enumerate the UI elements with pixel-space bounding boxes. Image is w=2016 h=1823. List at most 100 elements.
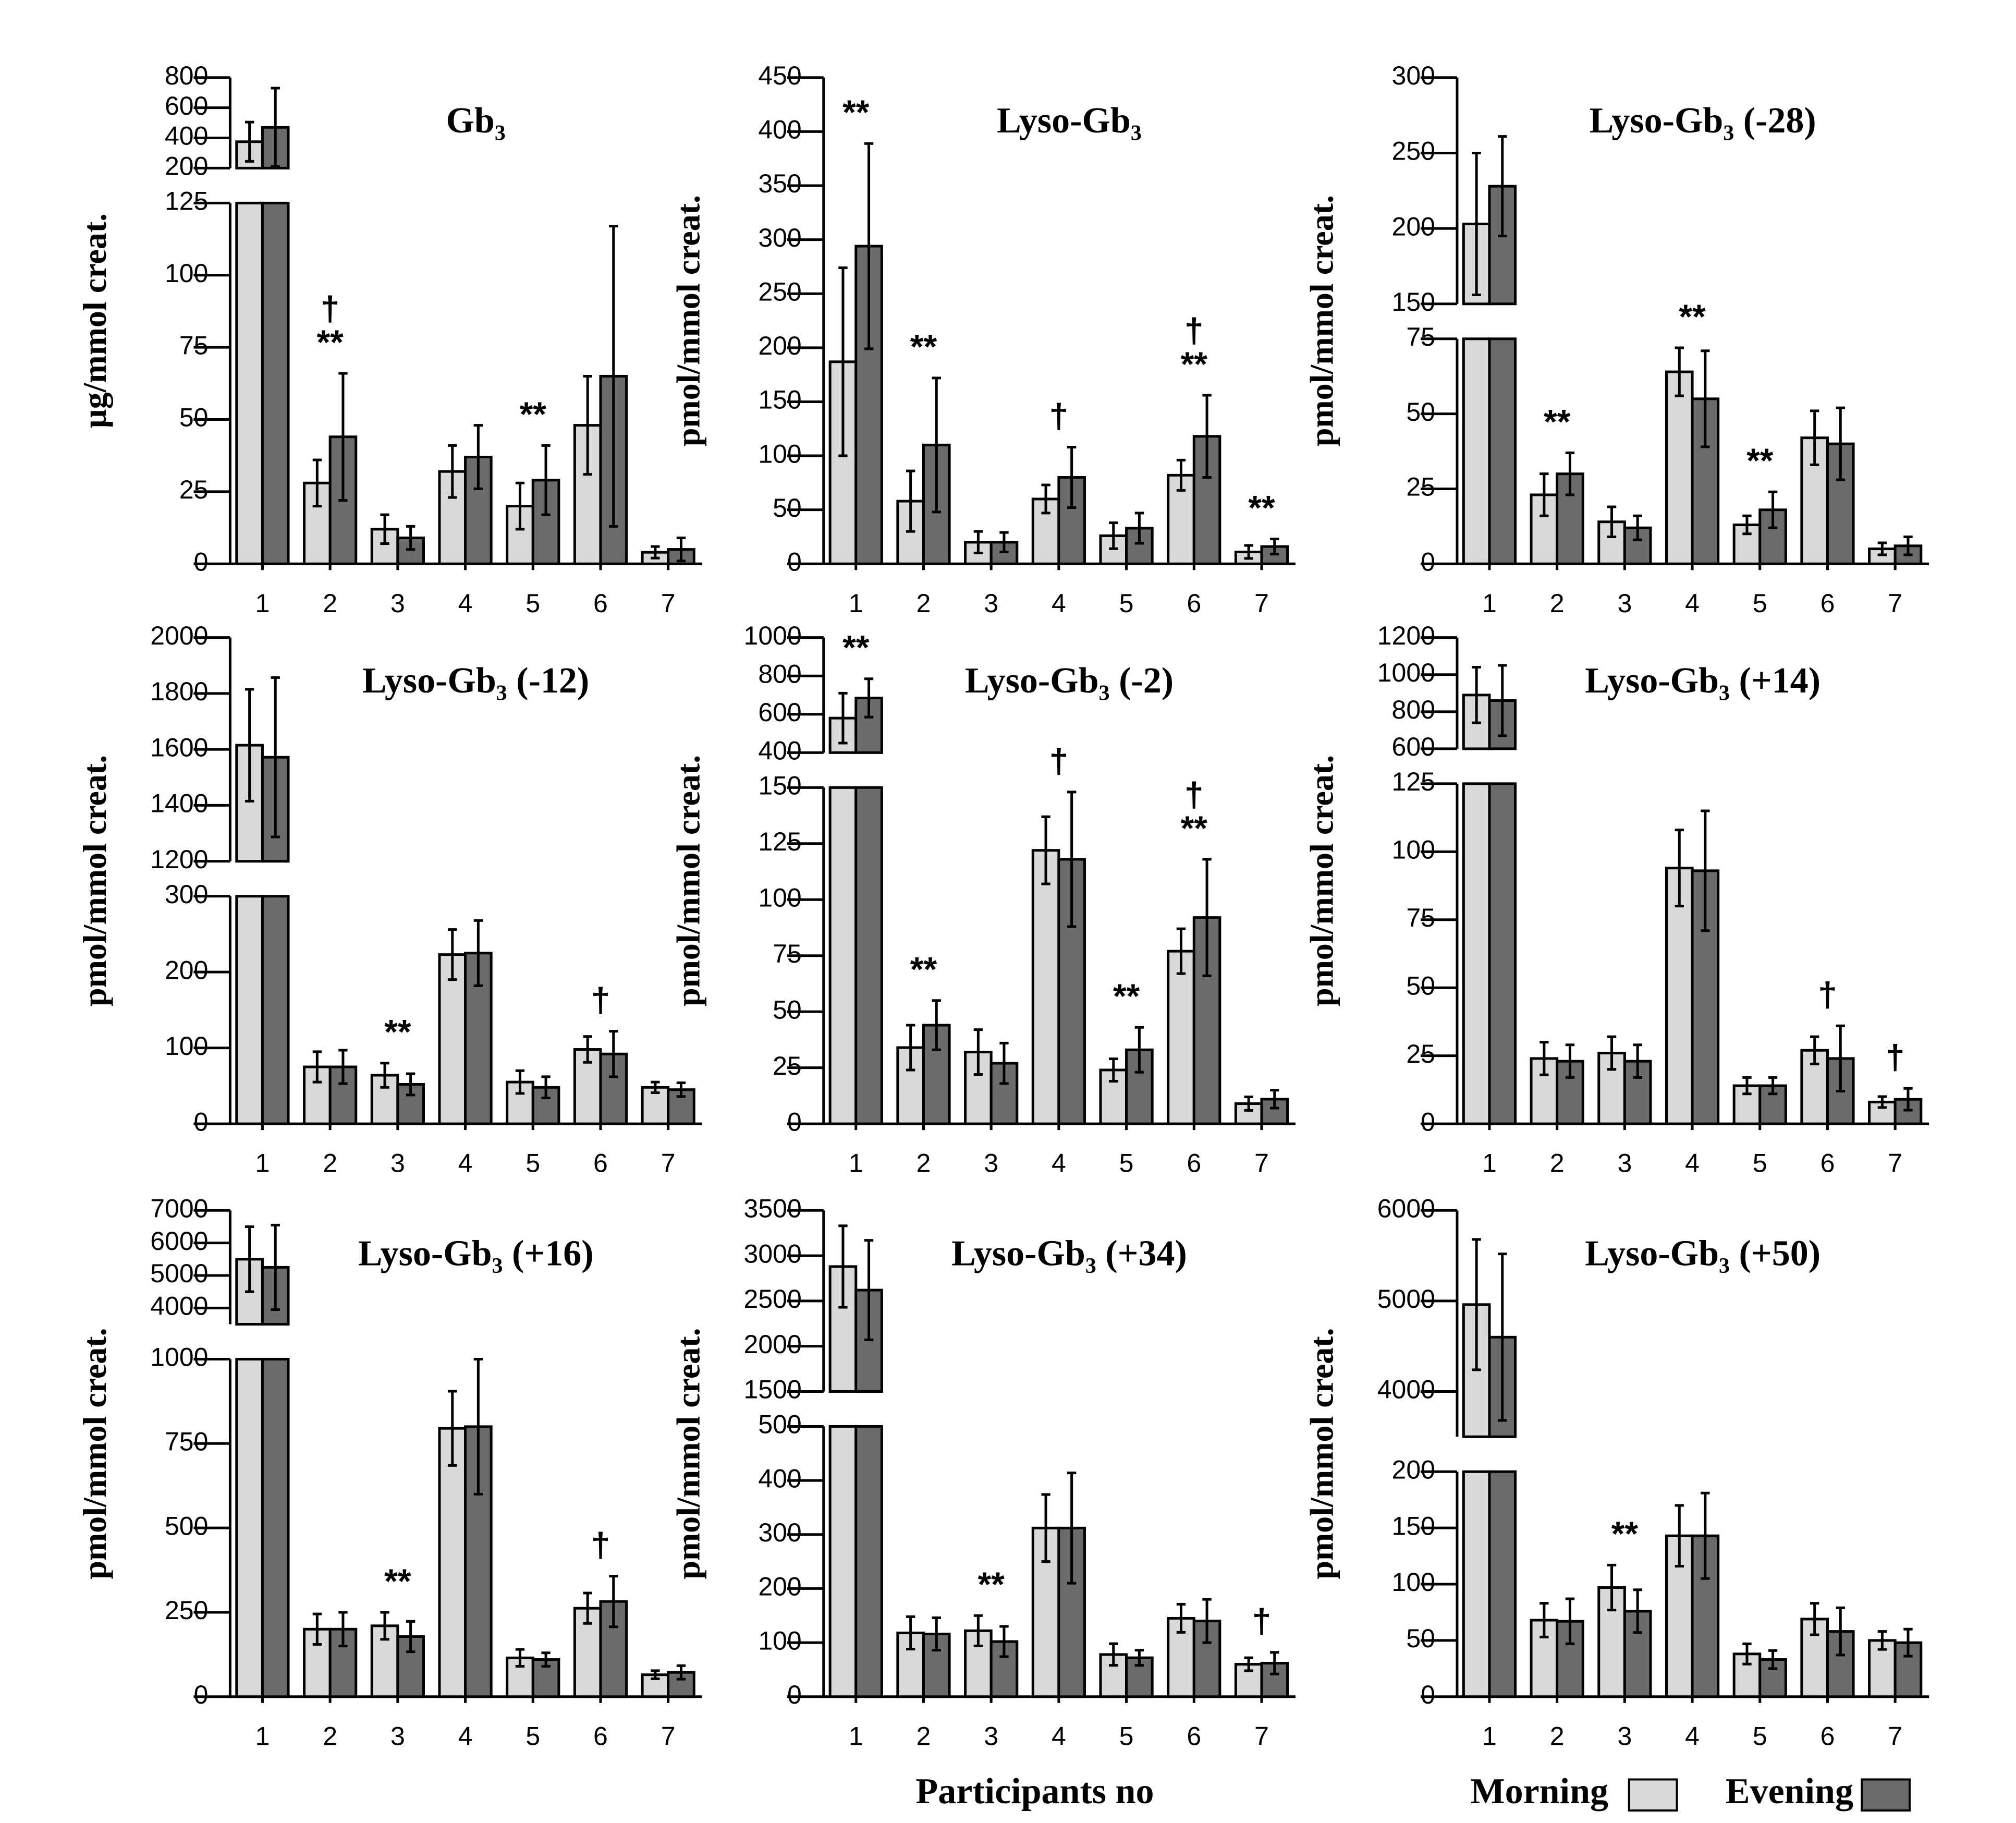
bar	[1665, 370, 1694, 565]
y-tick-label: 6000	[150, 1226, 208, 1256]
error-bar	[1472, 1238, 1481, 1371]
x-tick-label: 4	[458, 1149, 473, 1178]
x-tick-label: 6	[1820, 589, 1835, 618]
bar	[261, 201, 290, 565]
annotation: †	[1886, 1038, 1905, 1076]
error-bar	[541, 444, 551, 516]
annotation: **	[910, 950, 937, 989]
error-bar	[1810, 1602, 1819, 1636]
error-bar	[906, 1615, 915, 1651]
annotation: †	[1818, 975, 1837, 1014]
y-tick-label: 0	[787, 547, 802, 576]
x-tick-label: 2	[323, 1149, 337, 1178]
error-bar	[973, 530, 983, 555]
x-tick-label: 4	[1685, 589, 1700, 618]
y-tick-label: 400	[758, 1464, 801, 1493]
error-bar	[1701, 349, 1710, 448]
bar	[1031, 849, 1060, 1125]
error-bar	[473, 1357, 483, 1496]
bar	[854, 245, 883, 565]
error-bar	[864, 142, 874, 350]
bar	[1800, 436, 1829, 565]
error-bar	[1134, 1026, 1144, 1074]
x-tick-label: 4	[1685, 1721, 1700, 1751]
chart-title: Lyso-Gb₃	[997, 101, 1142, 141]
error-bar	[312, 1050, 322, 1084]
x-tick-label: 6	[593, 589, 608, 618]
x-tick-label: 2	[1550, 1149, 1565, 1178]
error-bar	[1176, 927, 1186, 975]
error-bar	[1903, 536, 1913, 556]
x-tick-label: 1	[849, 1721, 863, 1751]
y-tick-label: 0	[194, 1107, 209, 1136]
error-bar	[932, 999, 941, 1051]
annotation: **	[1248, 488, 1275, 527]
y-tick-label: 100	[758, 439, 801, 468]
y-tick-label: 400	[758, 115, 801, 144]
error-bar	[1270, 538, 1279, 556]
x-tick-label: 3	[1617, 1721, 1632, 1751]
y-tick-label: 5000	[1377, 1284, 1435, 1314]
x-tick-label: 2	[323, 1721, 337, 1751]
error-bar	[999, 531, 1009, 553]
y-tick-label: 200	[165, 152, 208, 181]
bar	[828, 786, 858, 1125]
annotation: **	[1181, 345, 1208, 383]
y-tick-label: 1000	[150, 1343, 208, 1372]
x-tick-label: 3	[984, 1149, 998, 1178]
bar	[854, 786, 883, 1125]
error-bar	[271, 676, 280, 838]
error-bar	[1498, 1253, 1507, 1422]
error-bar	[1742, 1642, 1752, 1666]
annotation: **	[1544, 402, 1571, 441]
error-bar	[1768, 1649, 1778, 1670]
x-tick-label: 6	[1820, 1721, 1835, 1751]
error-bar	[838, 691, 848, 745]
chart-title: Gb₃	[446, 101, 505, 141]
y-tick-label: 600	[758, 698, 801, 727]
error-bar	[448, 1390, 457, 1467]
error-bar	[1701, 809, 1710, 932]
y-tick-label: 750	[165, 1427, 208, 1456]
bar	[1462, 782, 1491, 1125]
error-bar	[1109, 1057, 1118, 1083]
y-tick-label: 50	[773, 995, 802, 1024]
annotation: **	[384, 1013, 411, 1051]
error-bar	[1768, 490, 1778, 529]
y-tick-label: 1500	[744, 1375, 802, 1404]
x-tick-label: 5	[526, 1149, 540, 1178]
y-tick-label: 0	[1421, 1680, 1435, 1709]
error-bar	[651, 545, 660, 560]
error-bar	[1498, 664, 1507, 737]
bar	[1800, 1618, 1829, 1698]
error-bar	[1633, 1588, 1642, 1634]
annotation: **	[1181, 809, 1208, 847]
y-tick-label: 25	[179, 475, 209, 504]
y-tick-label: 25	[1406, 472, 1435, 502]
error-bar	[1109, 1642, 1118, 1667]
chart-title: Lyso-Gb₃ (+16)	[358, 1234, 594, 1274]
legend-label: Evening	[1726, 1771, 1853, 1812]
annotation: **	[384, 1562, 411, 1600]
error-bar	[1202, 1598, 1212, 1644]
bar	[1665, 867, 1694, 1125]
x-tick-label: 7	[661, 589, 676, 618]
x-tick-label: 1	[1482, 1149, 1497, 1178]
error-bar	[583, 374, 592, 476]
y-tick-label: 200	[758, 331, 801, 360]
annotation: †	[1049, 742, 1069, 780]
bar	[1488, 782, 1517, 1125]
y-tick-label: 50	[773, 493, 802, 522]
annotation: †	[591, 1526, 610, 1564]
x-tick-label: 1	[255, 1721, 270, 1751]
x-tick-label: 4	[458, 1721, 473, 1751]
y-tick-label: 125	[165, 187, 208, 216]
bar	[1462, 1470, 1491, 1698]
y-tick-label: 150	[1392, 287, 1435, 317]
error-bar	[380, 1611, 389, 1641]
x-tick-label: 3	[390, 589, 405, 618]
y-tick-label: 450	[758, 61, 801, 90]
error-bar	[338, 1049, 348, 1085]
error-bar	[448, 444, 457, 499]
